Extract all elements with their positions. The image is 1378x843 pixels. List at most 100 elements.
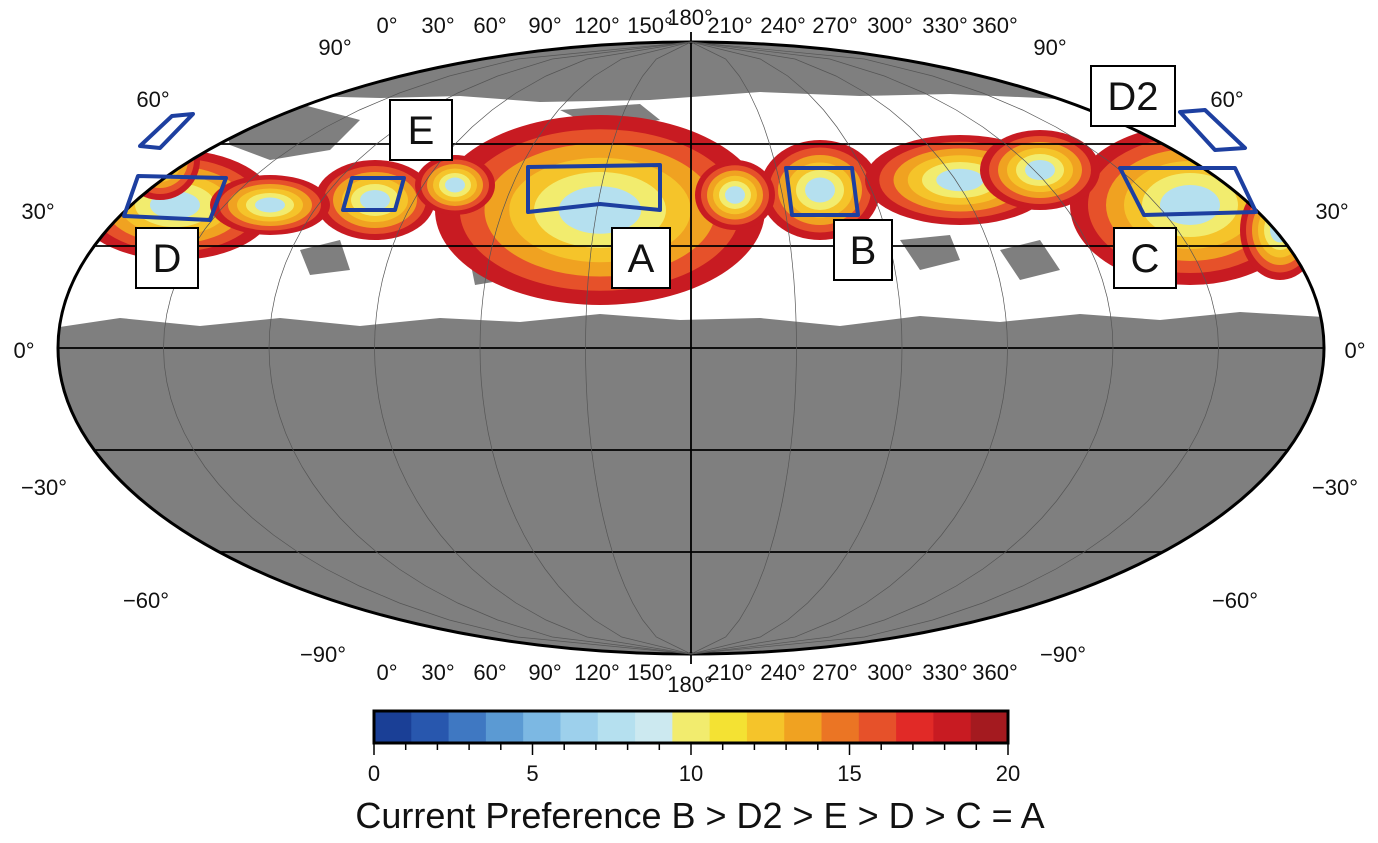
site-label-box [135, 227, 199, 289]
latitude-labels: 90° 90° 60° 60° 30° 30° 0° 0° −30° −30° −60° −60° −9… [13, 35, 1365, 667]
longitude-labels: 0° 30° 60° 90° 120° 150°180°210° 240° 270° 300° 3… [376, 5, 1017, 697]
longitude-label-top: 210° [707, 13, 753, 38]
meridian-line [690, 41, 797, 655]
caption: Current Preference B > D2 > E > D > C = … [355, 795, 1044, 836]
colorbar-swatch [523, 711, 561, 743]
latitude-label-right: 30° [1315, 199, 1348, 224]
latitude-label-left: 90° [318, 35, 351, 60]
heat-patch [445, 177, 465, 193]
site-box-d [122, 174, 228, 222]
site-label-text: C [1131, 237, 1160, 281]
longitude-label-top: 30° [421, 13, 454, 38]
meridian-line [690, 41, 1219, 655]
colorbar-swatch [784, 711, 823, 743]
site-box-c [1118, 166, 1258, 217]
site-box-d2 [1178, 108, 1247, 152]
latitude-label-right: −60° [1212, 588, 1258, 613]
meridian-line [690, 41, 1114, 655]
colorbar-tick-label: 0 [368, 761, 380, 786]
colorbar-swatch [709, 711, 748, 743]
site-label-box [833, 219, 893, 281]
longitude-label-bottom: 0° [376, 660, 397, 685]
longitude-label-bottom: 120° [574, 660, 620, 685]
longitude-label-bottom: 180° [667, 672, 713, 697]
latitude-label-left: 30° [21, 199, 54, 224]
longitude-label-top: 0° [376, 13, 397, 38]
site-label-box [1113, 227, 1177, 289]
heat-patch [150, 150, 170, 170]
colorbar-swatch [485, 711, 524, 743]
colorbar-swatch [896, 711, 934, 743]
colorbar-tick-label: 15 [837, 761, 861, 786]
colorbar-swatch [672, 711, 711, 743]
site-box-a [526, 163, 662, 214]
site-label-box [611, 227, 671, 289]
longitude-label-top: 180° [667, 5, 713, 30]
meridian-line [268, 41, 692, 655]
graticule [58, 32, 1324, 664]
longitude-label-top: 240° [760, 13, 806, 38]
site-label-a: A [611, 227, 671, 289]
heat-patch [255, 197, 285, 213]
latitude-label-left: −90° [300, 642, 346, 667]
colorbar-swatch [597, 711, 636, 743]
longitude-label-bottom: 270° [812, 660, 858, 685]
colorbar-swatch [374, 711, 412, 743]
site-label-d2: D2 [1090, 65, 1176, 127]
longitude-label-top: 150° [627, 13, 673, 38]
longitude-label-bottom: 240° [760, 660, 806, 685]
latitude-label-left: −30° [21, 475, 67, 500]
colorbar-swatch [933, 711, 972, 743]
meridian-line [690, 41, 903, 655]
heat-patch [805, 177, 835, 203]
longitude-label-top: 270° [812, 13, 858, 38]
heat-patch [936, 168, 984, 192]
longitude-label-top: 300° [867, 13, 913, 38]
latitude-label-right: 60° [1210, 87, 1243, 112]
colorbar-swatch [858, 711, 897, 743]
site-label-text: A [628, 237, 655, 281]
colorbar-tick-label: 20 [996, 761, 1020, 786]
colorbar-swatch [560, 711, 599, 743]
longitude-label-top: 120° [574, 13, 620, 38]
longitude-label-bottom: 150° [627, 660, 673, 685]
longitude-label-bottom: 210° [707, 660, 753, 685]
unshaded-terrain-gray-patches [220, 60, 1060, 285]
site-box-b [784, 166, 860, 217]
site-label-text: B [850, 229, 877, 273]
meridian-line [690, 41, 1008, 655]
site-label-c: C [1113, 227, 1177, 289]
heat-patch [1270, 217, 1290, 243]
heat-patch [1264, 210, 1296, 250]
latitude-label-right: 90° [1033, 35, 1066, 60]
site-label-b: B [833, 219, 893, 281]
site-label-box [389, 99, 453, 161]
longitude-label-top: 60° [473, 13, 506, 38]
latitude-label-left: 60° [136, 87, 169, 112]
heat-patch [1025, 160, 1055, 180]
longitude-label-bottom: 360° [972, 660, 1018, 685]
meridian-line [585, 41, 692, 655]
colorbar: 0 5 10 15 20 [368, 709, 1020, 786]
colorbar-swatch [821, 711, 860, 743]
site-box-e [341, 176, 406, 212]
longitude-label-top: 360° [972, 13, 1018, 38]
longitude-label-top: 90° [528, 13, 561, 38]
longitude-label-bottom: 330° [922, 660, 968, 685]
longitude-label-top: 330° [922, 13, 968, 38]
longitude-label-bottom: 60° [473, 660, 506, 685]
heat-patch [558, 186, 642, 234]
colorbar-tick-label: 10 [679, 761, 703, 786]
colorbar-swatch [411, 711, 450, 743]
colorbar-swatch [448, 711, 487, 743]
site-label-e: E [389, 99, 453, 161]
heat-patch [360, 190, 390, 210]
longitude-label-bottom: 30° [421, 660, 454, 685]
site-label-box [1090, 65, 1176, 127]
longitude-label-bottom: 300° [867, 660, 913, 685]
latitude-label-right: −90° [1040, 642, 1086, 667]
colorbar-swatch [746, 711, 785, 743]
heat-patch [725, 186, 745, 204]
site-label-text: E [408, 109, 435, 153]
latitude-label-left: 0° [13, 338, 34, 363]
